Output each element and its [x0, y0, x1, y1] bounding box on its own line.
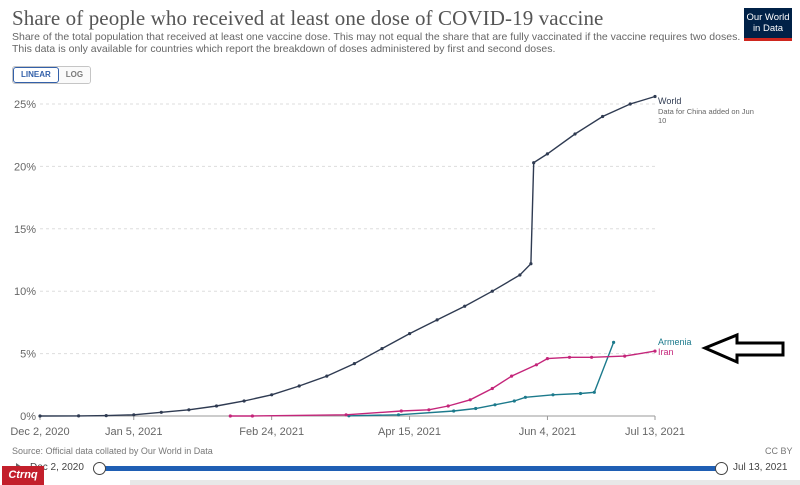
linear-scale-button[interactable]: LINEAR — [13, 67, 59, 83]
series-world — [38, 94, 657, 418]
chart-title: Share of people who received at least on… — [12, 6, 604, 30]
data-point — [77, 414, 81, 418]
data-point — [250, 414, 254, 418]
timeline-start-handle[interactable] — [93, 462, 106, 475]
data-point — [578, 391, 583, 396]
data-point — [490, 289, 494, 293]
series-layer — [38, 94, 657, 418]
data-point — [612, 340, 616, 344]
data-point — [228, 414, 232, 418]
data-point — [435, 318, 439, 322]
series-label-world: World — [658, 96, 681, 106]
data-point — [159, 410, 163, 414]
license-label[interactable]: CC BY — [765, 446, 793, 456]
log-scale-button[interactable]: LOG — [58, 67, 91, 83]
data-point — [532, 161, 536, 165]
series-label-iran: Iran — [658, 347, 674, 357]
series-armenia — [347, 340, 616, 418]
source-note[interactable]: Source: Official data collated by Our Wo… — [12, 446, 213, 456]
data-point — [446, 404, 450, 408]
line-chart: 0% 5% 10% 15% 20% 25% Dec 2, 2020 Jan 5, 2021 F… — [10, 94, 785, 438]
data-point — [653, 94, 657, 99]
data-point — [601, 114, 605, 119]
data-point — [408, 332, 412, 336]
data-point — [551, 393, 555, 397]
data-point — [427, 408, 431, 412]
y-tick-label: 0% — [20, 411, 36, 423]
data-point — [653, 349, 657, 353]
data-point — [380, 347, 384, 351]
data-point — [512, 399, 516, 403]
scale-toggle[interactable]: LINEAR LOG — [12, 66, 92, 84]
x-tick-label: Jun 4, 2021 — [519, 426, 577, 438]
data-point — [463, 304, 467, 308]
data-point — [493, 403, 497, 407]
y-tick-label: 20% — [14, 161, 36, 173]
grid-layer — [40, 103, 655, 417]
data-point — [270, 393, 274, 397]
data-point — [534, 363, 539, 367]
x-tick-label: Jan 5, 2021 — [105, 426, 163, 438]
data-point — [623, 354, 627, 358]
series-note: Data for China added on Jun — [658, 107, 754, 116]
logo-line: Our World — [746, 12, 790, 23]
timeline-start-label: Dec 2, 2020 — [30, 462, 84, 473]
data-point — [573, 132, 577, 136]
data-point — [545, 152, 550, 156]
data-point — [592, 390, 596, 394]
data-point — [344, 413, 348, 417]
y-tick-label: 10% — [14, 286, 36, 298]
timeline-track[interactable] — [100, 466, 720, 471]
iran-line — [230, 350, 656, 417]
data-point — [352, 362, 356, 366]
data-point — [468, 398, 472, 402]
data-point — [187, 408, 191, 412]
data-point — [545, 357, 550, 361]
data-point — [567, 355, 572, 359]
data-point — [474, 406, 478, 411]
y-tick-label: 15% — [14, 224, 36, 236]
x-tick-label: Jul 13, 2021 — [625, 426, 685, 438]
x-axis-ticks: Dec 2, 2020 Jan 5, 2021 Feb 24, 2021 Apr 15… — [10, 416, 685, 438]
subtitle-line: Share of the total population that recei… — [12, 31, 741, 43]
bottom-strip — [130, 480, 800, 485]
world-line — [39, 95, 656, 417]
data-point — [325, 374, 329, 378]
data-point — [214, 404, 219, 408]
logo-line: in Data — [752, 23, 784, 34]
data-point — [529, 262, 533, 266]
data-point — [242, 399, 246, 403]
data-point — [399, 409, 403, 413]
data-point — [297, 384, 301, 388]
y-tick-label: 5% — [20, 349, 36, 361]
data-point — [396, 413, 401, 417]
data-point — [628, 102, 632, 106]
data-point — [104, 414, 108, 418]
series-note: 10 — [658, 116, 666, 125]
arrow-annotation-icon — [701, 332, 785, 365]
chart-subtitle: Share of the total population that recei… — [12, 31, 741, 55]
data-point — [518, 273, 522, 277]
series-iran — [228, 349, 657, 418]
y-axis-ticks: 0% 5% 10% 15% 20% 25% — [14, 99, 36, 423]
subtitle-line: This data is only available for countrie… — [12, 43, 556, 55]
data-point — [452, 409, 456, 413]
data-point — [523, 395, 528, 399]
data-point — [132, 413, 136, 417]
watermark-logo: Ctrnq — [2, 466, 44, 485]
owid-logo[interactable]: Our World in Data — [744, 8, 792, 41]
timeline-end-handle[interactable] — [715, 462, 728, 475]
data-point — [590, 355, 594, 359]
timeline-end-label: Jul 13, 2021 — [733, 462, 788, 473]
data-point — [490, 386, 494, 391]
x-tick-label: Feb 24, 2021 — [239, 426, 304, 438]
data-point — [38, 414, 42, 418]
data-point — [510, 374, 514, 378]
x-tick-label: Apr 15, 2021 — [378, 426, 441, 438]
x-tick-label: Dec 2, 2020 — [10, 426, 69, 438]
series-label-armenia: Armenia — [658, 337, 692, 347]
y-tick-label: 25% — [14, 99, 36, 111]
